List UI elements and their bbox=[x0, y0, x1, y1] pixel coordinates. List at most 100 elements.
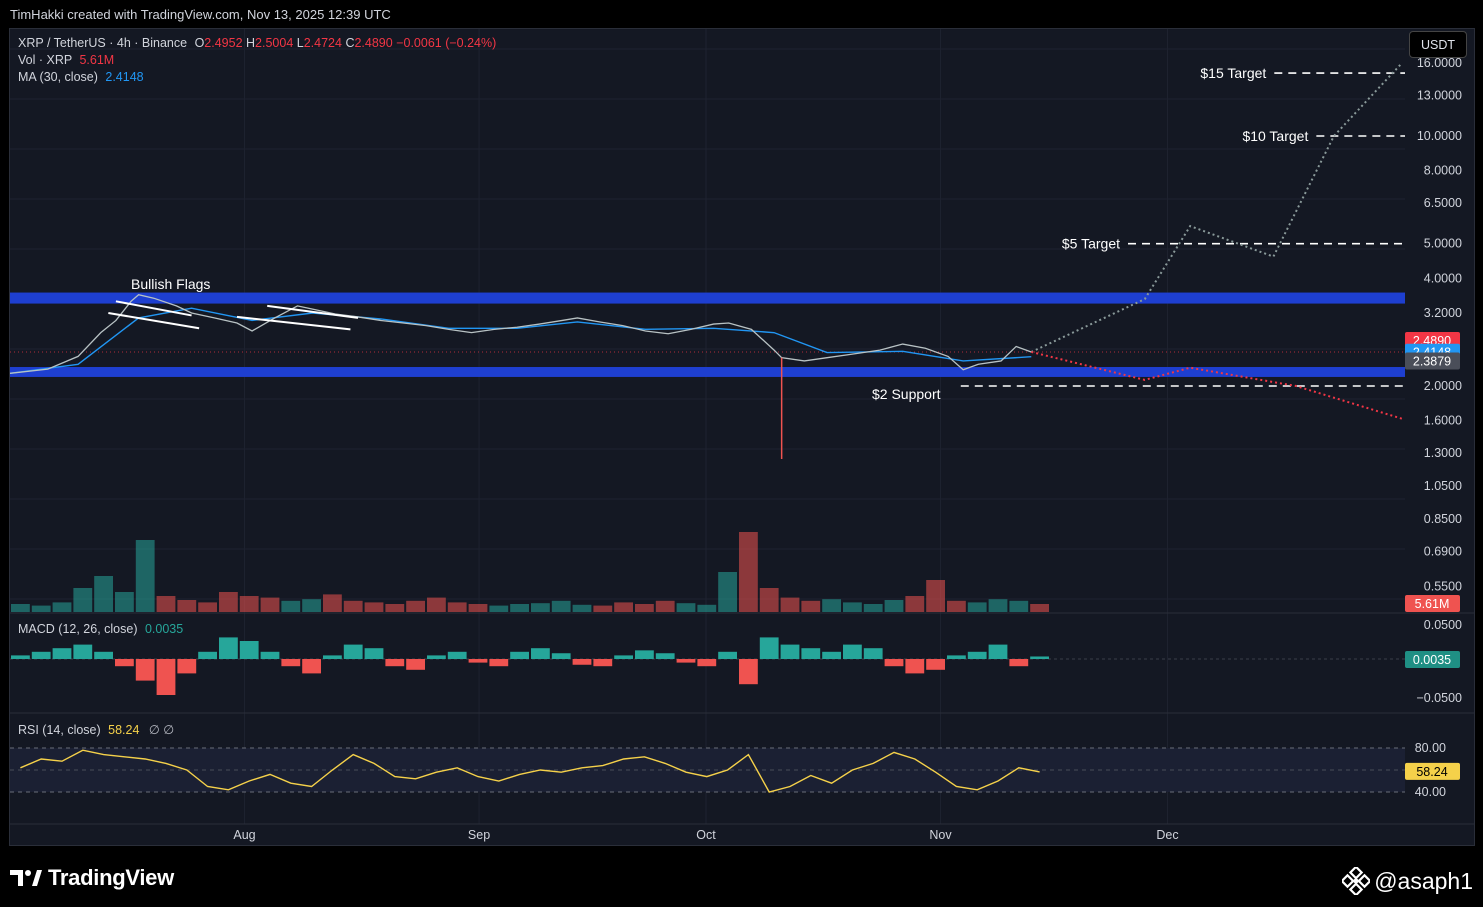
volume-bar bbox=[135, 540, 155, 612]
volume-bar bbox=[863, 604, 883, 612]
macd-bar bbox=[593, 659, 613, 667]
macd-bar bbox=[427, 655, 446, 659]
volume-bar bbox=[1030, 604, 1049, 612]
macd-bar bbox=[967, 651, 987, 659]
attribution-text: TimHakki created with TradingView.com, N… bbox=[10, 7, 391, 22]
y-tick-label: 0.8500 bbox=[1424, 512, 1462, 526]
volume-bar bbox=[676, 603, 696, 612]
legend-l-label: L bbox=[296, 36, 304, 50]
volume-bar bbox=[115, 592, 134, 612]
volume-bar bbox=[531, 603, 550, 612]
legend-rsi-extra: ∅ ∅ bbox=[148, 723, 175, 737]
volume-bar bbox=[947, 600, 966, 612]
volume-bar bbox=[655, 600, 675, 612]
macd-bar bbox=[260, 651, 280, 659]
rsi-label-bg bbox=[1405, 762, 1460, 780]
level-label-target: $5 Target bbox=[1062, 236, 1120, 252]
y-tick-label: 4.0000 bbox=[1424, 271, 1462, 285]
watermark-handle: @asaph1 bbox=[1374, 867, 1473, 894]
macd-bar bbox=[94, 651, 113, 659]
macd-bar bbox=[302, 659, 321, 674]
volume-bar bbox=[427, 597, 446, 612]
volume-bar bbox=[260, 597, 280, 612]
y-tick-label: 0.6900 bbox=[1424, 544, 1462, 558]
legend-o-label: O bbox=[194, 36, 205, 50]
y-tick-label: 1.3000 bbox=[1424, 446, 1462, 460]
legend-ma-value: 2.4148 bbox=[105, 70, 144, 84]
y-tick-label: 6.5000 bbox=[1424, 196, 1462, 210]
legend-c-value: 2.4890 bbox=[354, 36, 393, 50]
legend-change: −0.0061 (−0.24%) bbox=[396, 36, 497, 50]
legend-h-value: 2.5004 bbox=[255, 36, 294, 50]
y-tick-label: 3.2000 bbox=[1424, 306, 1462, 320]
y-tick-label: 1.6000 bbox=[1424, 414, 1462, 428]
x-tick-label: Nov bbox=[929, 828, 952, 842]
volume-bar bbox=[572, 604, 592, 612]
macd-bar bbox=[323, 655, 342, 659]
legend-ma: MA (30, close) 2.4148 bbox=[18, 70, 144, 84]
volume-bar bbox=[988, 599, 1008, 612]
volume-bar bbox=[385, 604, 405, 612]
volume-bar bbox=[1009, 600, 1029, 612]
volume-bar bbox=[323, 594, 342, 612]
macd-bar bbox=[697, 659, 717, 667]
volume-bar bbox=[94, 576, 113, 612]
price-label-bg bbox=[1405, 352, 1460, 370]
legend-vol-label: Vol · XRP bbox=[18, 53, 72, 67]
legend-symbol: XRP / TetherUS · 4h · Binance bbox=[18, 36, 188, 50]
price-line bbox=[10, 293, 1032, 374]
price-label: 2.3879 bbox=[1413, 354, 1451, 368]
bullish-flag-line bbox=[115, 300, 192, 317]
macd-bar bbox=[177, 659, 197, 674]
bull-projection-path bbox=[1030, 62, 1403, 353]
macd-label-bg bbox=[1405, 651, 1460, 668]
macd-bar bbox=[718, 651, 737, 659]
macd-bar bbox=[115, 659, 134, 667]
macd-bar bbox=[343, 644, 363, 659]
rsi-tick-label: 80.00 bbox=[1415, 741, 1446, 755]
macd-bar bbox=[1009, 659, 1029, 667]
macd-bar bbox=[863, 648, 883, 659]
volume-bar bbox=[780, 597, 800, 612]
legend-rsi-label: RSI (14, close) bbox=[18, 723, 101, 737]
volume-bar bbox=[177, 600, 197, 612]
legend-ma-label: MA (30, close) bbox=[18, 70, 98, 84]
binance-icon bbox=[1342, 867, 1371, 895]
volume-bar bbox=[614, 602, 633, 612]
volume-bar bbox=[52, 602, 72, 612]
legend-o-value: 2.4952 bbox=[204, 36, 243, 50]
macd-bar bbox=[531, 648, 550, 659]
volume-bar bbox=[468, 604, 488, 612]
x-tick-label: Sep bbox=[468, 828, 490, 842]
macd-bar bbox=[489, 659, 509, 667]
macd-bar bbox=[385, 659, 405, 667]
y-tick-label: 5.0000 bbox=[1424, 237, 1462, 251]
macd-tick-label: −0.0500 bbox=[1416, 691, 1462, 705]
volume-bar bbox=[967, 602, 987, 612]
level-label-target: $10 Target bbox=[1242, 128, 1308, 144]
macd-bar bbox=[988, 644, 1008, 659]
volume-bar bbox=[73, 588, 93, 612]
volume-bar bbox=[11, 604, 30, 612]
legend-l-value: 2.4724 bbox=[303, 36, 342, 50]
legend-rsi-value: 58.24 bbox=[108, 723, 140, 737]
macd-bar bbox=[52, 648, 72, 659]
macd-bar bbox=[551, 653, 571, 659]
macd-tick-label: 0.0500 bbox=[1424, 618, 1462, 632]
volume-bar bbox=[551, 600, 571, 612]
macd-bar bbox=[905, 659, 925, 674]
chart-canvas[interactable]: Bullish Flags $15 Target $10 Target $5 Targ… bbox=[10, 29, 1474, 845]
macd-bar bbox=[156, 659, 176, 695]
tradingview-logo-text: TradingView bbox=[48, 865, 174, 890]
tradingview-logo[interactable]: TradingView bbox=[10, 865, 174, 891]
legend-macd: MACD (12, 26, close) 0.0035 bbox=[18, 622, 183, 636]
legend-vol-value: 5.61M bbox=[79, 53, 115, 67]
volume-bar bbox=[718, 572, 737, 612]
volume-bar bbox=[739, 532, 758, 612]
watermark: @asaph1 bbox=[1342, 867, 1473, 895]
macd-bar bbox=[281, 659, 301, 667]
rsi-last-label: 58.24 bbox=[1416, 765, 1447, 779]
legend-volume: Vol · XRP 5.61M bbox=[18, 53, 114, 67]
chart-frame[interactable]: Bullish Flags $15 Target $10 Target $5 Targ… bbox=[9, 28, 1475, 846]
currency-button[interactable]: USDT bbox=[1409, 31, 1467, 58]
